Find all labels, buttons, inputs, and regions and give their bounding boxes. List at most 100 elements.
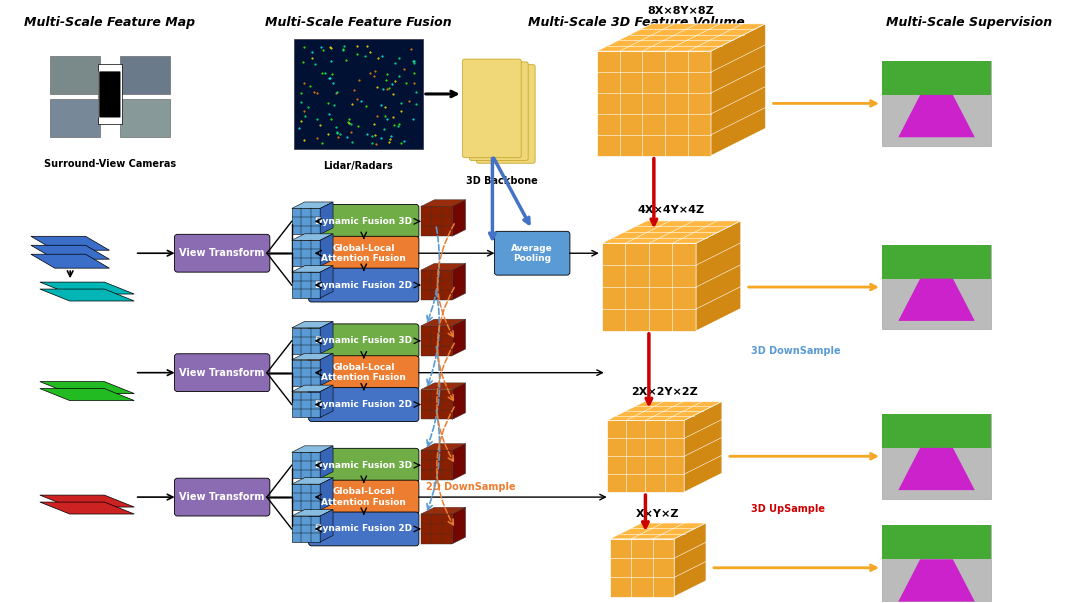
- Polygon shape: [291, 353, 333, 360]
- Polygon shape: [606, 420, 684, 492]
- Polygon shape: [291, 360, 320, 385]
- FancyBboxPatch shape: [175, 354, 270, 391]
- Polygon shape: [421, 200, 465, 206]
- Polygon shape: [291, 391, 320, 417]
- Polygon shape: [320, 446, 333, 478]
- Polygon shape: [602, 221, 741, 243]
- Polygon shape: [291, 328, 320, 354]
- Polygon shape: [291, 446, 333, 452]
- Polygon shape: [684, 402, 722, 492]
- Polygon shape: [899, 560, 974, 602]
- Polygon shape: [98, 64, 122, 124]
- FancyBboxPatch shape: [463, 59, 521, 157]
- Polygon shape: [320, 478, 333, 510]
- Text: Dynamic Fusion 3D: Dynamic Fusion 3D: [315, 336, 412, 346]
- Polygon shape: [31, 236, 109, 250]
- Polygon shape: [606, 402, 722, 420]
- FancyBboxPatch shape: [99, 71, 121, 118]
- Polygon shape: [291, 202, 333, 209]
- Text: 2X×2Y×2Z: 2X×2Y×2Z: [631, 387, 698, 397]
- FancyBboxPatch shape: [309, 388, 419, 421]
- Bar: [882, 245, 992, 279]
- Polygon shape: [421, 383, 465, 390]
- Text: Dynamic Fusion 3D: Dynamic Fusion 3D: [315, 217, 412, 226]
- Polygon shape: [291, 510, 333, 516]
- Bar: [120, 99, 169, 137]
- Polygon shape: [291, 321, 333, 328]
- Polygon shape: [602, 243, 696, 331]
- FancyBboxPatch shape: [494, 232, 570, 275]
- Polygon shape: [421, 206, 452, 236]
- Polygon shape: [597, 51, 711, 156]
- Text: Global-Local
Attention Fusion: Global-Local Attention Fusion: [322, 244, 406, 263]
- Polygon shape: [40, 289, 134, 301]
- FancyBboxPatch shape: [469, 62, 529, 160]
- Bar: [51, 56, 100, 94]
- FancyBboxPatch shape: [175, 235, 270, 272]
- Polygon shape: [291, 452, 320, 478]
- Polygon shape: [711, 24, 766, 156]
- Text: Multi-Scale Supervision: Multi-Scale Supervision: [886, 16, 1052, 29]
- Bar: [293, 39, 423, 149]
- Polygon shape: [421, 319, 465, 326]
- Polygon shape: [696, 221, 741, 331]
- Polygon shape: [597, 24, 766, 51]
- FancyBboxPatch shape: [477, 65, 535, 163]
- Bar: [882, 414, 992, 448]
- Text: View Transform: View Transform: [179, 248, 264, 258]
- Text: 4X×4Y×4Z: 4X×4Y×4Z: [638, 205, 705, 215]
- Text: Dynamic Fusion 3D: Dynamic Fusion 3D: [315, 461, 412, 470]
- FancyBboxPatch shape: [309, 204, 419, 238]
- Polygon shape: [421, 507, 465, 514]
- Text: Dynamic Fusion 2D: Dynamic Fusion 2D: [315, 400, 412, 409]
- Polygon shape: [421, 264, 465, 270]
- Polygon shape: [452, 264, 465, 300]
- Polygon shape: [610, 523, 706, 539]
- Polygon shape: [291, 385, 333, 391]
- Polygon shape: [452, 507, 465, 544]
- Polygon shape: [421, 444, 465, 450]
- Polygon shape: [421, 390, 452, 420]
- Polygon shape: [674, 523, 706, 596]
- Polygon shape: [291, 478, 333, 484]
- Polygon shape: [320, 353, 333, 385]
- Polygon shape: [291, 484, 320, 510]
- Text: 3D DownSample: 3D DownSample: [751, 346, 841, 356]
- Polygon shape: [452, 319, 465, 356]
- Polygon shape: [421, 514, 452, 544]
- Polygon shape: [291, 266, 333, 272]
- Bar: [51, 99, 100, 137]
- Polygon shape: [421, 450, 452, 480]
- Bar: [882, 61, 992, 146]
- Polygon shape: [610, 539, 674, 596]
- Polygon shape: [291, 209, 320, 235]
- Polygon shape: [320, 234, 333, 266]
- Polygon shape: [40, 382, 134, 394]
- Bar: [120, 56, 169, 94]
- Polygon shape: [899, 95, 974, 137]
- FancyBboxPatch shape: [309, 268, 419, 302]
- Text: 3D UpSample: 3D UpSample: [751, 504, 824, 514]
- Text: 8X×8Y×8Z: 8X×8Y×8Z: [647, 6, 714, 16]
- Polygon shape: [40, 502, 134, 514]
- Text: 3D Backbone: 3D Backbone: [466, 175, 538, 186]
- Polygon shape: [40, 495, 134, 507]
- Text: Global-Local
Attention Fusion: Global-Local Attention Fusion: [322, 363, 406, 382]
- Polygon shape: [40, 388, 134, 400]
- Polygon shape: [899, 279, 974, 321]
- Bar: [882, 414, 992, 499]
- Polygon shape: [320, 385, 333, 417]
- FancyBboxPatch shape: [309, 512, 419, 546]
- Bar: [882, 61, 992, 95]
- Polygon shape: [291, 234, 333, 240]
- Polygon shape: [291, 240, 320, 266]
- FancyBboxPatch shape: [309, 324, 419, 358]
- Polygon shape: [899, 448, 974, 490]
- FancyBboxPatch shape: [309, 480, 419, 514]
- Bar: [882, 245, 992, 329]
- Text: View Transform: View Transform: [179, 368, 264, 377]
- Bar: [882, 525, 992, 603]
- Polygon shape: [291, 272, 320, 298]
- Text: Multi-Scale Feature Fusion: Multi-Scale Feature Fusion: [265, 16, 452, 29]
- Text: Multi-Scale Feature Map: Multi-Scale Feature Map: [25, 16, 195, 29]
